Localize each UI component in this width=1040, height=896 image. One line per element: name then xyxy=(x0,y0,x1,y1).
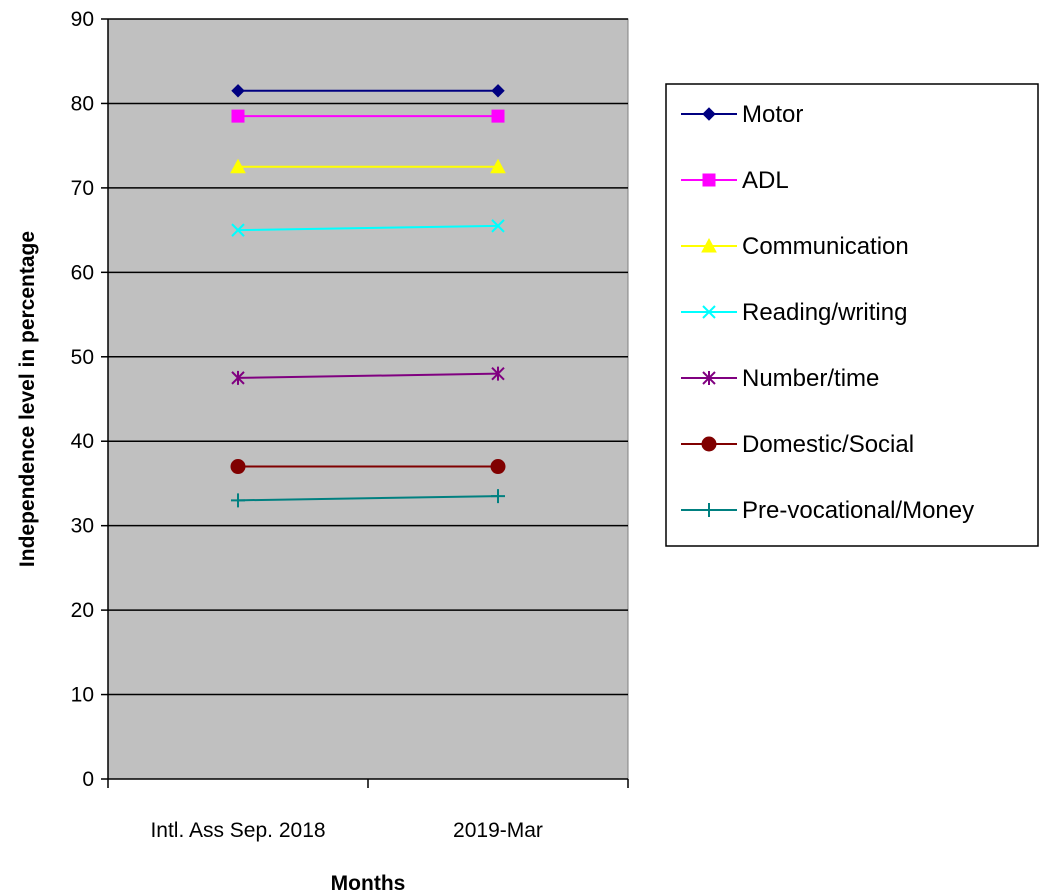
legend-item: Reading/writing xyxy=(681,299,907,326)
y-tick-label: 70 xyxy=(71,177,94,200)
data-point xyxy=(491,489,505,504)
x-axis-ticks: Intl. Ass Sep. 2018 2019-Mar xyxy=(107,779,629,842)
data-point xyxy=(230,459,246,475)
data-point xyxy=(491,219,505,233)
data-point xyxy=(491,84,505,98)
legend-marker xyxy=(702,173,716,187)
y-tick-label: 80 xyxy=(71,92,94,115)
data-point xyxy=(490,459,506,475)
legend-label: Communication xyxy=(742,233,909,260)
legend-item: Domestic/Social xyxy=(681,431,914,458)
y-tick-label: 90 xyxy=(71,8,94,31)
series-4 xyxy=(231,366,505,385)
series-0 xyxy=(231,84,505,98)
data-point xyxy=(231,109,245,123)
legend-item: Pre-vocational/Money xyxy=(681,497,974,524)
gridlines xyxy=(108,18,628,696)
series-line xyxy=(237,495,499,502)
legend-marker xyxy=(702,371,716,385)
y-tick-label: 60 xyxy=(71,261,94,284)
legend-marker xyxy=(702,107,716,121)
y-tick-label: 50 xyxy=(71,346,94,369)
y-tick-label: 20 xyxy=(71,599,94,622)
legend-box xyxy=(665,83,1039,547)
legend-marker xyxy=(701,237,717,253)
y-tick-label: 40 xyxy=(71,430,94,453)
data-point xyxy=(491,109,505,123)
legend-marker xyxy=(701,436,717,452)
y-axis-title: Independence level in percentage xyxy=(16,231,39,567)
y-axis-ticks: 0 10 20 30 40 50 60 70 80 90 xyxy=(71,8,108,791)
legend-label: Number/time xyxy=(742,365,879,392)
series-line xyxy=(237,224,499,232)
data-point xyxy=(230,158,246,174)
data-point xyxy=(231,370,245,385)
legend: Motor ADL Communication Reading/writing Numb… xyxy=(665,83,1039,547)
legend-item: Communication xyxy=(681,233,909,260)
data-point xyxy=(490,158,506,174)
x-tick-label: Intl. Ass Sep. 2018 xyxy=(150,819,325,842)
legend-marker xyxy=(702,305,716,319)
legend-label: Pre-vocational/Money xyxy=(742,497,974,524)
series-2 xyxy=(230,158,506,174)
y-tick-label: 0 xyxy=(82,768,94,791)
y-tick-label: 30 xyxy=(71,515,94,538)
series-1 xyxy=(231,109,505,123)
data-point xyxy=(491,366,505,381)
y-tick-label: 10 xyxy=(71,684,94,707)
legend-item: Motor xyxy=(681,101,803,128)
data-point xyxy=(231,493,245,508)
series-group xyxy=(230,84,506,508)
legend-item: ADL xyxy=(681,167,789,194)
series-3 xyxy=(231,219,505,237)
legend-label: Motor xyxy=(742,101,803,128)
series-5 xyxy=(230,459,506,475)
plot-area xyxy=(107,18,629,780)
legend-label: Domestic/Social xyxy=(742,431,914,458)
x-tick-label: 2019-Mar xyxy=(453,819,543,842)
data-point xyxy=(231,223,245,237)
series-6 xyxy=(231,489,505,508)
legend-label: Reading/writing xyxy=(742,299,907,326)
legend-label: ADL xyxy=(742,167,789,194)
data-point xyxy=(231,84,245,98)
legend-item: Number/time xyxy=(681,365,879,392)
series-line xyxy=(237,372,499,379)
x-axis-title: Months xyxy=(331,872,406,895)
legend-marker xyxy=(702,503,716,517)
